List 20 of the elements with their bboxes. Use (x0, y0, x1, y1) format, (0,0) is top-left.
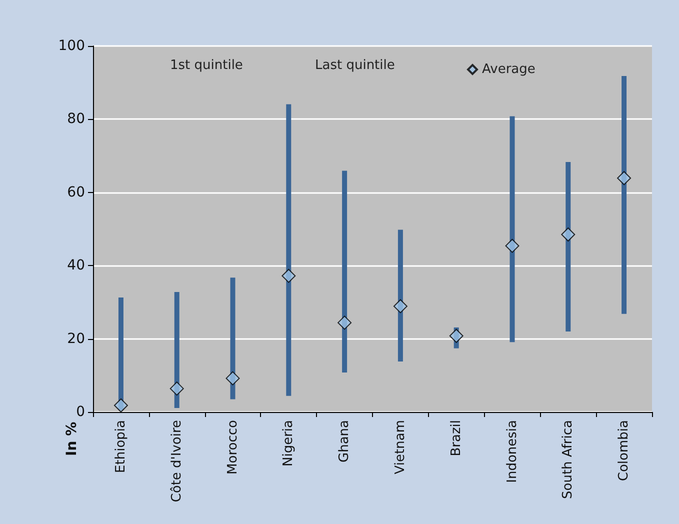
x-tick-label: Indonesia (504, 420, 520, 483)
x-tick-label: Ethiopia (113, 420, 128, 473)
annotation: Last quintile (315, 58, 395, 73)
y-axis-title: In % (64, 422, 80, 456)
x-tick-label: Vietnam (392, 420, 408, 474)
x-tick-label: Colombia (616, 420, 632, 482)
y-tick-label: 80 (67, 111, 85, 128)
y-tick-label: 20 (67, 330, 85, 347)
x-tick-label: Côte d'Ivoire (169, 420, 184, 502)
x-tick-label: Brazil (448, 420, 464, 456)
y-tick-label: 0 (76, 404, 85, 420)
x-tick-label: Ghana (337, 420, 352, 462)
x-tick-label: South Africa (560, 420, 576, 499)
x-tick-label: Morocco (225, 420, 240, 474)
y-tick-label: 60 (67, 184, 85, 200)
legend-label: Average (482, 62, 536, 77)
y-tick-label: 40 (67, 258, 85, 274)
annotation: 1st quintile (170, 58, 243, 73)
y-tick-label: 100 (58, 38, 85, 54)
x-tick-label: Nigeria (281, 420, 296, 467)
